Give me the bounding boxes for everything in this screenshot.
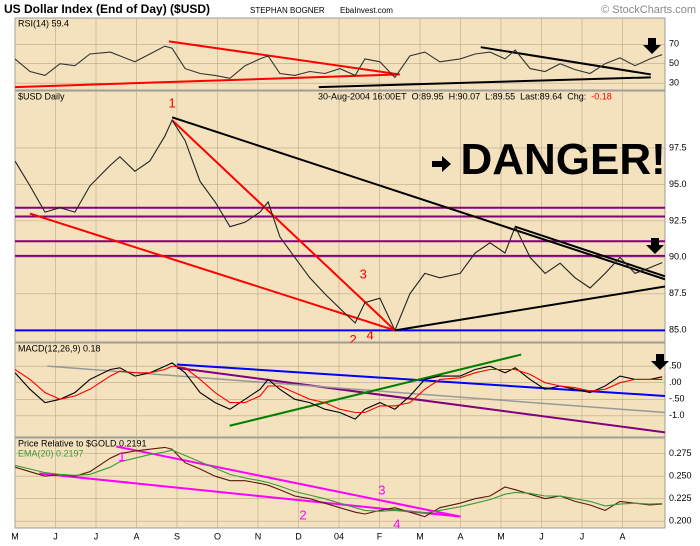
legend-label: EMA(20) 0.2197	[18, 448, 84, 458]
trend-line	[176, 366, 665, 434]
info-text: Last:89.64	[520, 91, 562, 101]
y-tick-label: 50	[669, 58, 679, 68]
x-tick-label: O	[214, 531, 221, 541]
series-line	[15, 449, 663, 514]
site: EbaInvest.com	[340, 6, 393, 15]
y-tick-label: 0.275	[669, 448, 692, 458]
y-tick-label: 95.0	[669, 179, 687, 189]
y-tick-label: 30	[669, 78, 679, 88]
x-tick-label: A	[457, 531, 463, 541]
x-tick-label: N	[255, 531, 262, 541]
annotation: 4	[367, 328, 374, 343]
info-text: Chg:	[567, 91, 586, 101]
panels: 30 50 70 RSI(14) 59.4 85.0 87.5 90.0 92.5 95.0 97…	[11, 17, 692, 541]
plot-area	[15, 18, 665, 90]
copyright: © StockCharts.com	[601, 4, 696, 16]
y-tick-label: 0.225	[669, 493, 692, 503]
x-tick-label: F	[377, 531, 383, 541]
x-tick-label: J	[539, 531, 544, 541]
trend-line	[39, 472, 461, 518]
panel-title: RSI(14) 59.4	[18, 18, 69, 28]
trend-line	[15, 73, 400, 89]
arrows	[432, 38, 669, 370]
legend-label: Price Relative to $GOLD 0.2191	[18, 438, 147, 448]
y-tick-label: 92.5	[669, 215, 687, 225]
y-tick-label: 97.5	[669, 142, 687, 152]
trend-line	[171, 116, 665, 281]
annotation: 2	[350, 332, 357, 347]
info-text: -0.18	[591, 91, 612, 101]
trend-line	[394, 285, 665, 332]
arrow	[651, 354, 669, 370]
trend-line	[47, 365, 665, 414]
x-tick-label: M	[416, 531, 424, 541]
series-line	[15, 45, 663, 79]
y-tick-label: 0.250	[669, 471, 692, 481]
x-tick-label: J	[94, 531, 99, 541]
annotation: 2	[299, 508, 306, 523]
trend-line	[29, 212, 396, 332]
x-tick-label: J	[580, 531, 585, 541]
panel	[14, 17, 666, 91]
trend-line	[116, 445, 461, 518]
y-tick-label: -.50	[669, 394, 685, 404]
info-text: L:89.55	[485, 91, 515, 101]
y-tick-label: 85.0	[669, 325, 687, 335]
trend-line	[229, 353, 522, 427]
x-tick-label: M	[497, 531, 505, 541]
arrow	[643, 38, 661, 54]
y-tick-label: 90.0	[669, 252, 687, 262]
x-tick-label: D	[295, 531, 302, 541]
trend-line	[318, 76, 651, 89]
annotation: 1	[118, 449, 125, 464]
info-text: O:89.95	[412, 91, 444, 101]
panel	[14, 437, 666, 529]
annotation: 3	[378, 482, 385, 497]
info-text: H:90.07	[449, 91, 481, 101]
y-tick-label: 87.5	[669, 288, 687, 298]
plot-area	[15, 91, 665, 342]
legend-label: $USD Daily	[18, 91, 65, 101]
x-tick-label: A	[133, 531, 139, 541]
y-tick-label: 0.200	[669, 516, 692, 526]
info-text: 30-Aug-2004 16:00ET	[318, 91, 407, 101]
y-tick-label: 70	[669, 39, 679, 49]
series-line	[15, 119, 663, 332]
annotation: 3	[360, 266, 367, 281]
annotation: 1	[169, 96, 176, 111]
author: STEPHAN BOGNER	[250, 6, 325, 15]
chart-title: US Dollar Index (End of Day) ($USD)	[4, 2, 210, 16]
trend-line	[168, 40, 400, 76]
y-tick-label: .00	[669, 377, 682, 387]
trend-line	[171, 119, 396, 332]
plot-area	[15, 438, 665, 528]
x-tick-label: S	[174, 531, 180, 541]
x-tick-label: J	[53, 531, 58, 541]
trend-line	[514, 225, 665, 278]
arrow	[432, 156, 451, 172]
y-tick-label: .50	[669, 361, 682, 371]
x-tick-label: A	[619, 531, 625, 541]
x-tick-label: M	[11, 531, 19, 541]
plot-area	[15, 343, 665, 437]
annotation: DANGER!	[460, 135, 665, 184]
x-tick-label: 04	[334, 531, 344, 541]
panel-title: MACD(12,26,9) 0.18	[18, 343, 101, 353]
series-line	[15, 446, 663, 518]
annotation: 4	[393, 516, 400, 531]
trend-line	[480, 46, 651, 76]
y-tick-label: -1.0	[669, 410, 685, 420]
arrow	[646, 238, 664, 254]
series-line	[15, 365, 663, 414]
